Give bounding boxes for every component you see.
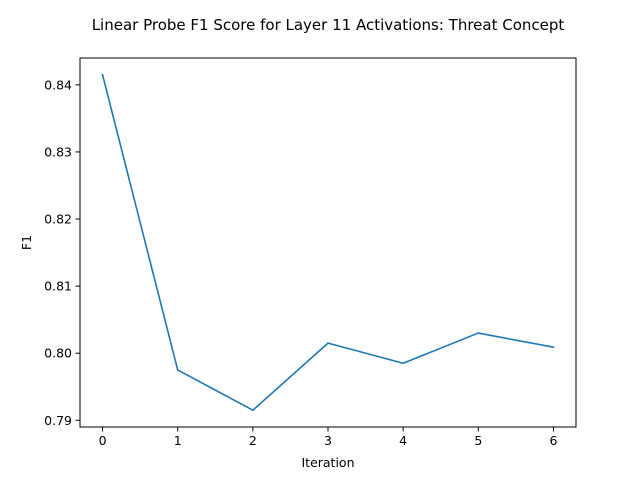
x-tick-label: 5 bbox=[474, 433, 482, 448]
ticks-layer: 0 1 2 3 4 5 6 0.79 0.80 0.81 0.82 0.83 0.84 bbox=[44, 77, 557, 448]
series-layer bbox=[101, 73, 555, 412]
x-tick-label: 6 bbox=[549, 433, 557, 448]
data-point bbox=[252, 409, 254, 412]
data-point bbox=[552, 346, 555, 348]
data-point bbox=[477, 332, 480, 334]
data-point bbox=[327, 342, 329, 344]
y-tick-label: 0.81 bbox=[44, 279, 72, 294]
plot-area bbox=[80, 58, 576, 427]
y-tick-label: 0.83 bbox=[44, 144, 72, 159]
y-tick-label: 0.79 bbox=[44, 413, 72, 428]
x-tick-label: 0 bbox=[99, 433, 107, 448]
data-point bbox=[402, 362, 404, 365]
y-tick-label: 0.82 bbox=[44, 212, 72, 227]
x-tick-label: 4 bbox=[399, 433, 407, 448]
data-point bbox=[101, 73, 104, 76]
x-axis-label: Iteration bbox=[301, 455, 354, 470]
chart-title: Linear Probe F1 Score for Layer 11 Activ… bbox=[92, 16, 565, 34]
axes-frame bbox=[79, 57, 577, 428]
y-axis-label: F1 bbox=[19, 235, 34, 250]
data-point bbox=[176, 369, 179, 371]
y-tick-label: 0.80 bbox=[44, 346, 72, 361]
x-tick-label: 3 bbox=[324, 433, 332, 448]
x-tick-label: 1 bbox=[174, 433, 182, 448]
y-tick-label: 0.84 bbox=[44, 77, 72, 92]
x-tick-label: 2 bbox=[249, 433, 257, 448]
